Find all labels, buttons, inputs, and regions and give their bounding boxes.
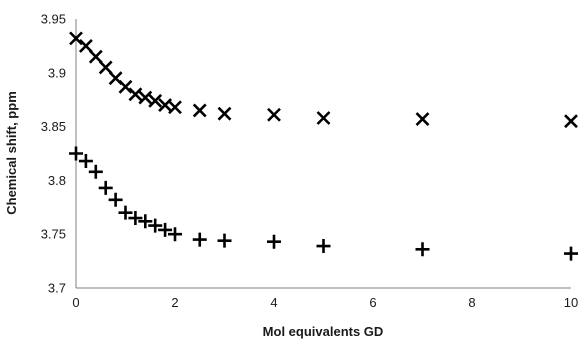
series-2 (69, 146, 578, 261)
plus-marker-point (564, 246, 578, 261)
plus-marker-point (88, 164, 103, 179)
plus-marker-point (148, 218, 163, 233)
y-tick-label: 3.7 (48, 281, 66, 296)
x-tick-label: 8 (468, 295, 475, 310)
plus-marker-point (217, 233, 232, 248)
x-marker-point (217, 106, 232, 121)
x-tick-label: 10 (564, 295, 578, 310)
plus-marker-point (138, 214, 153, 229)
plus-marker-point (108, 192, 123, 207)
plus-marker-point (415, 242, 430, 257)
series-1 (69, 31, 578, 129)
plus-marker-point (118, 205, 133, 220)
x-marker-point (564, 114, 578, 129)
x-tick-label: 2 (171, 295, 178, 310)
y-tick-label: 3.8 (48, 173, 66, 188)
data-series (69, 31, 578, 261)
x-tick-label: 0 (72, 295, 79, 310)
x-marker-point (138, 90, 153, 105)
x-marker-point (118, 79, 133, 94)
plus-marker-point (78, 154, 93, 169)
y-tick-label: 3.85 (41, 119, 66, 134)
x-marker-point (415, 112, 430, 126)
x-marker-point (148, 93, 163, 108)
plus-marker-point (316, 239, 331, 254)
x-marker-point (98, 60, 113, 75)
x-tick-labels: 0 2 4 6 8 10 (72, 295, 578, 310)
x-marker-point (316, 111, 331, 125)
x-marker-point (69, 31, 83, 46)
plus-marker-point (168, 227, 182, 242)
x-marker-point (88, 49, 103, 64)
plus-marker-point (128, 211, 143, 226)
y-axis-title: Chemical shift, ppm (4, 91, 19, 215)
x-tick-label: 4 (270, 295, 277, 310)
plus-marker-point (267, 234, 281, 249)
plus-marker-point (98, 180, 113, 195)
y-tick-labels: 3.7 3.75 3.8 3.85 3.9 3.95 (41, 12, 66, 296)
x-marker-point (168, 100, 182, 115)
x-marker-point (78, 38, 93, 53)
plus-marker-point (69, 146, 83, 161)
y-tick-label: 3.75 (41, 227, 66, 242)
plus-marker-point (158, 222, 173, 237)
x-marker-point (192, 103, 207, 118)
x-tick-label: 6 (369, 295, 376, 310)
x-marker-point (158, 98, 173, 112)
x-marker-point (267, 107, 281, 122)
y-tick-label: 3.95 (41, 12, 66, 27)
y-tick-label: 3.9 (48, 65, 66, 80)
x-axis-title: Mol equivalents GD (263, 324, 384, 339)
plus-marker-point (192, 232, 207, 247)
x-marker-point (128, 87, 143, 102)
